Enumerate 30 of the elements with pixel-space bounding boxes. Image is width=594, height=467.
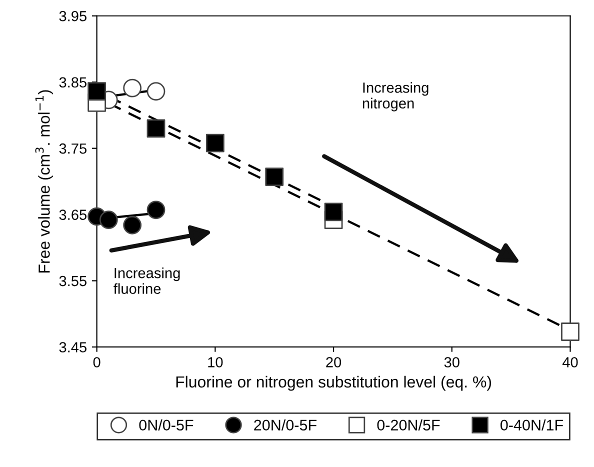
legend-label: 0-40N/1F	[500, 419, 563, 431]
y-tick-label: 3.95	[59, 10, 86, 22]
point	[99, 210, 118, 230]
legend-label: 20N/0-5F	[254, 419, 316, 431]
point	[88, 82, 106, 101]
x-tick-label: 20	[326, 357, 342, 368]
y-tick-label: 3.85	[59, 77, 86, 88]
x-tick-label: 10	[208, 357, 223, 368]
point	[146, 82, 166, 101]
annotation: Increasing nitrogen	[362, 82, 428, 112]
point	[206, 134, 224, 152]
point	[123, 216, 142, 234]
point	[146, 119, 166, 138]
y-axis-title: Free volume (cm$^{3}$. mol$^{−1}$)	[35, 90, 53, 272]
x-tick-label: 0	[93, 357, 100, 368]
point	[123, 78, 142, 98]
legend-label: 0N/0-5F	[139, 419, 194, 431]
y-tick-label: 3.75	[59, 143, 86, 154]
point	[265, 168, 284, 186]
x-tick-label: 40	[562, 357, 578, 368]
legend-label: 0-20N/5F	[377, 419, 440, 431]
y-tick-label: 3.65	[59, 210, 86, 220]
point	[324, 202, 343, 222]
y-tick-label: 3.55	[59, 276, 86, 286]
y-tick-label: 3.45	[59, 342, 86, 352]
point	[561, 322, 580, 341]
x-axis-title: Fluorine or nitrogen substitution level (eq. %)	[176, 376, 492, 391]
point	[146, 200, 166, 220]
annotation: Increasing fluorine	[114, 268, 180, 294]
x-tick-label: 30	[444, 357, 460, 368]
